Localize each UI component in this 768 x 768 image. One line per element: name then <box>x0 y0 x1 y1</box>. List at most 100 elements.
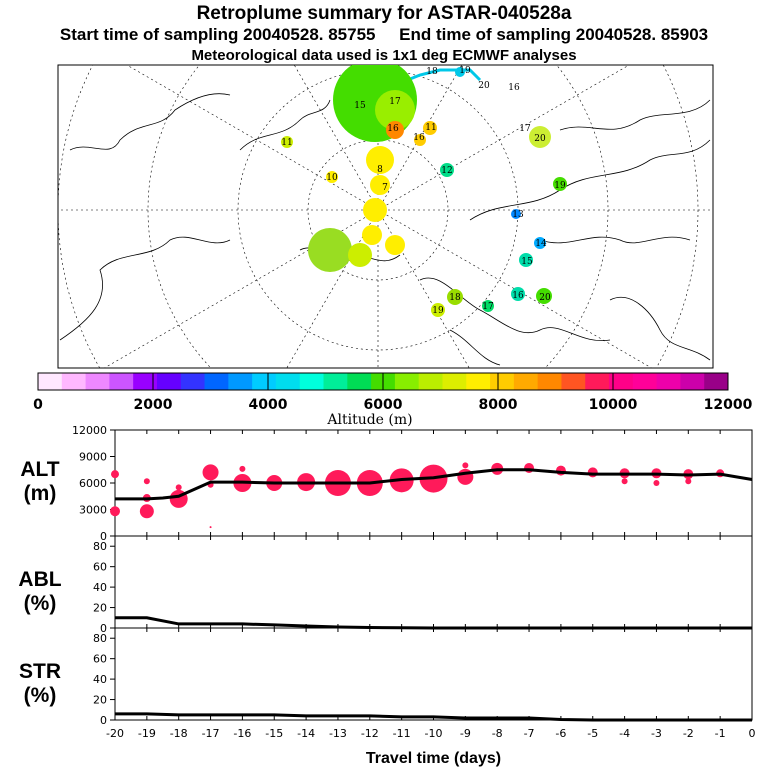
colorbar-swatch <box>228 373 253 390</box>
x-tick-label: -20 <box>106 727 124 740</box>
x-tick-label: -16 <box>233 727 251 740</box>
altitude-bubble <box>202 464 219 481</box>
colorbar-swatch <box>109 373 134 390</box>
y-tick-label: 40 <box>93 673 107 686</box>
altitude-bubble <box>587 467 598 478</box>
panel-frame <box>114 535 753 629</box>
x-tick-label: -8 <box>492 727 503 740</box>
cluster-label: 14 <box>535 239 547 249</box>
colorbar-swatch <box>680 373 705 390</box>
x-tick-label: -19 <box>138 727 156 740</box>
plume-cluster <box>362 225 382 245</box>
coastline <box>69 93 231 151</box>
cluster-label: 20 <box>539 293 551 303</box>
cluster-label: 11 <box>281 138 292 148</box>
colorbar-swatch <box>537 373 562 390</box>
coastline <box>59 236 231 341</box>
cluster-label: 19 <box>554 181 566 191</box>
colorbar-swatch <box>180 373 206 390</box>
plume-cluster <box>529 126 551 148</box>
cluster-label: 11 <box>425 123 436 133</box>
coastline <box>609 297 711 361</box>
x-tick-label: -15 <box>265 727 283 740</box>
colorbar-swatch <box>347 373 372 390</box>
colorbar-label: Altitude (m) <box>326 412 412 428</box>
plume-cluster <box>386 121 404 139</box>
plume-cluster <box>281 136 293 148</box>
y-tick-label: 20 <box>93 694 107 707</box>
plume-cluster <box>423 121 437 135</box>
y-tick-label: 0 <box>100 530 107 543</box>
cluster-label: 16 <box>512 291 524 301</box>
y-tick-label: 60 <box>93 653 107 666</box>
cluster-label: 15 <box>354 101 366 111</box>
x-tick-label: -6 <box>555 727 566 740</box>
x-tick-label: -12 <box>361 727 379 740</box>
y-tick-label: 3000 <box>79 504 107 517</box>
x-tick-label: -18 <box>170 727 188 740</box>
cluster-label: 8 <box>377 165 383 175</box>
panel-label: STR <box>19 660 61 683</box>
colorbar-swatch <box>204 373 229 390</box>
plume-cluster <box>326 171 338 183</box>
y-tick-label: 12000 <box>72 424 107 437</box>
panel-unit: (%) <box>24 592 57 615</box>
y-tick-label: 80 <box>93 540 107 553</box>
plume-cluster <box>385 235 405 255</box>
colorbar-swatch <box>585 373 610 390</box>
altitude-bubble <box>139 504 154 519</box>
cluster-label: 16 <box>413 133 425 143</box>
colorbar-tick-label: 0 <box>33 397 43 413</box>
trajectory-line <box>394 68 482 87</box>
plume-cluster <box>375 90 415 130</box>
sampling-times: Start time of sampling 20040528. 85755 E… <box>0 25 768 45</box>
x-tick-label: -1 <box>715 727 726 740</box>
y-tick-label: 9000 <box>79 451 107 464</box>
x-tick-label: -9 <box>460 727 471 740</box>
end-time: End time of sampling 20040528. 85903 <box>399 25 709 44</box>
colorbar-tick-label: 10000 <box>589 397 638 413</box>
start-time: Start time of sampling 20040528. 85755 <box>59 25 376 44</box>
colorbar-swatch <box>85 373 110 390</box>
plume-cluster <box>482 300 494 312</box>
cluster-label: 15 <box>521 257 533 267</box>
colorbar-tick-label: 8000 <box>479 397 518 413</box>
x-tick-label: -2 <box>683 727 694 740</box>
x-tick-label: -4 <box>619 727 630 740</box>
cluster-label: 17 <box>389 97 401 107</box>
y-tick-label: 0 <box>100 622 107 635</box>
colorbar-tick-label: 4000 <box>249 397 288 413</box>
colorbar-swatch <box>323 373 348 390</box>
x-tick-label: -7 <box>524 727 535 740</box>
y-tick-label: 6000 <box>79 477 107 490</box>
plume-cluster <box>511 209 521 219</box>
colorbar-swatch <box>418 373 443 390</box>
plume-cluster <box>553 177 567 191</box>
coastline <box>449 329 501 366</box>
x-axis-label: Travel time (days) <box>366 750 501 767</box>
panel-unit: (%) <box>24 684 57 707</box>
x-tick-label: -3 <box>651 727 662 740</box>
x-tick-label: -14 <box>297 727 315 740</box>
altitude-bubble <box>175 484 182 491</box>
altitude-bubble <box>110 506 120 517</box>
colorbar-swatch <box>561 373 586 390</box>
cluster-label: 17 <box>519 124 531 134</box>
colorbar-swatch <box>609 373 634 390</box>
time-series-panels: 030006000900012000ALT(m)020406080ABL(%)0… <box>18 424 755 767</box>
met-data-note: Meteorological data used is 1x1 deg ECMW… <box>191 47 577 64</box>
plume-cluster <box>511 287 525 301</box>
plume-cluster <box>536 288 552 304</box>
colorbar-swatch <box>299 373 325 390</box>
coastline <box>419 277 611 342</box>
altitude-colorbar: 0 2000 4000 6000 8000 10000 12000 <box>33 372 753 413</box>
chart-title: Retroplume summary for ASTAR-040528a <box>196 3 572 24</box>
colorbar-swatch <box>252 373 277 390</box>
cluster-label: 7 <box>382 183 388 193</box>
colorbar-swatch <box>61 373 87 390</box>
x-tick-label: -13 <box>329 727 347 740</box>
altitude-bubble <box>209 526 212 529</box>
colorbar-swatch <box>156 373 182 390</box>
